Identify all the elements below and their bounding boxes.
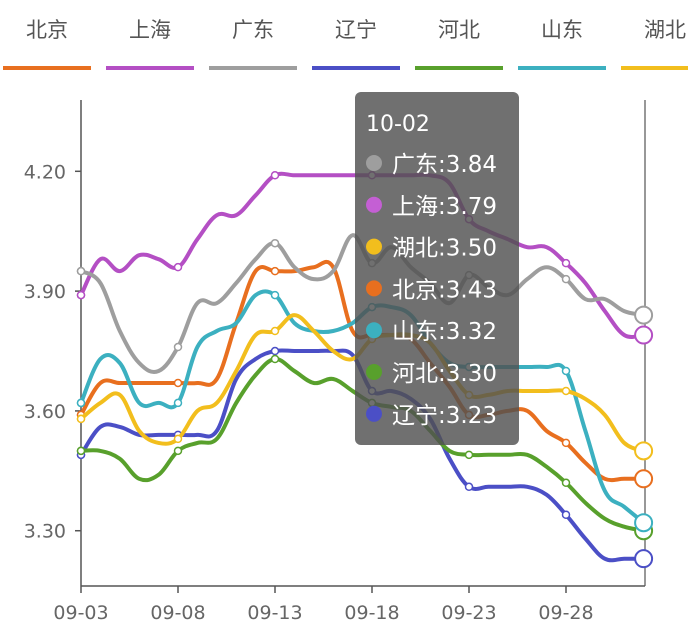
- legend-swatch: [415, 66, 503, 70]
- tooltip-marker: [366, 155, 382, 171]
- legend-item-label[interactable]: 上海: [129, 18, 171, 42]
- legend-item-label[interactable]: 山东: [541, 18, 583, 42]
- legend-item-label[interactable]: 辽宁: [335, 18, 377, 42]
- legend-item-label[interactable]: 湖北: [644, 18, 686, 42]
- legend-swatch: [106, 66, 194, 70]
- data-point[interactable]: [270, 346, 280, 356]
- data-point[interactable]: [561, 510, 571, 520]
- tooltip-item-label: 河北:3.30: [392, 361, 497, 387]
- tooltip-item-label: 北京:3.43: [392, 277, 497, 303]
- legend-item-label[interactable]: 北京: [26, 18, 68, 42]
- tooltip-item-label: 山东:3.32: [392, 319, 497, 345]
- data-point[interactable]: [173, 342, 183, 352]
- x-tick-label: 09-13: [247, 602, 302, 623]
- data-point[interactable]: [270, 326, 280, 336]
- tooltip-marker: [366, 322, 382, 339]
- data-point[interactable]: [561, 438, 571, 448]
- data-point[interactable]: [173, 446, 183, 456]
- data-point[interactable]: [76, 398, 86, 408]
- y-tick-label: 3.60: [24, 401, 66, 423]
- legend-item-label[interactable]: 河北: [438, 18, 480, 42]
- y-tick-label: 3.30: [24, 521, 66, 543]
- data-point[interactable]: [173, 398, 183, 408]
- highlighted-point[interactable]: [634, 513, 654, 533]
- data-point[interactable]: [76, 290, 86, 300]
- x-tick-label: 09-08: [150, 602, 205, 623]
- tooltip-background: [355, 92, 519, 445]
- tooltip-title: 10-02: [366, 112, 430, 137]
- legend-swatch: [3, 66, 91, 70]
- data-point[interactable]: [76, 414, 86, 424]
- data-point[interactable]: [76, 446, 86, 456]
- x-tick-label: 09-28: [538, 602, 593, 623]
- y-tick-label: 4.20: [24, 161, 66, 183]
- x-tick-group: 09-03 09-08 09-13 09-18 09-23 09-28: [53, 586, 594, 623]
- data-point[interactable]: [270, 171, 280, 180]
- data-point[interactable]: [561, 274, 571, 284]
- data-point[interactable]: [561, 386, 571, 396]
- data-point[interactable]: [76, 266, 86, 276]
- legend-swatch: [621, 66, 688, 70]
- legend-swatch: [312, 66, 400, 70]
- data-point[interactable]: [561, 258, 571, 268]
- data-point[interactable]: [270, 238, 280, 248]
- tooltip-marker: [366, 238, 382, 255]
- legend-swatch: [209, 66, 297, 70]
- tooltip-item-label: 上海:3.79: [392, 194, 497, 220]
- highlighted-point[interactable]: [634, 305, 654, 325]
- legend-swatch: [518, 66, 606, 70]
- x-tick-label: 09-23: [441, 602, 496, 623]
- data-point[interactable]: [561, 366, 571, 376]
- highlighted-point[interactable]: [634, 325, 654, 345]
- data-point[interactable]: [173, 262, 183, 272]
- y-tick-label: 3.90: [24, 281, 66, 303]
- data-point[interactable]: [173, 434, 183, 444]
- data-point[interactable]: [464, 482, 474, 492]
- data-point[interactable]: [270, 266, 280, 276]
- x-tick-label: 09-03: [53, 602, 108, 623]
- y-tick-group: 3.30 3.60 3.90 4.20: [24, 161, 81, 543]
- tooltip-items: 广东:3.84 上海:3.79 湖北:3.50 北京:3.43 山东:3.32 河北:3.…: [366, 152, 497, 429]
- highlighted-point[interactable]: [634, 441, 654, 461]
- legend-item-label[interactable]: 广东: [232, 18, 274, 42]
- highlighted-point[interactable]: [634, 549, 654, 569]
- data-point[interactable]: [270, 354, 280, 364]
- highlighted-point[interactable]: [634, 469, 654, 489]
- tooltip: 10-02 广东:3.84 上海:3.79 湖北:3.50 北京:3.43 山东:3.3…: [355, 92, 519, 445]
- data-point[interactable]: [561, 478, 571, 488]
- tooltip-item-label: 广东:3.84: [392, 152, 497, 178]
- tooltip-marker: [366, 280, 382, 297]
- tooltip-item-label: 辽宁:3.23: [392, 403, 497, 429]
- data-point[interactable]: [173, 378, 183, 388]
- tooltip-marker: [366, 364, 382, 380]
- legend: 北京 上海 广东 辽宁 河北 山东 湖北: [3, 18, 688, 70]
- x-tick-label: 09-18: [344, 602, 399, 623]
- tooltip-item-label: 湖北:3.50: [392, 236, 497, 262]
- data-point[interactable]: [270, 290, 280, 300]
- tooltip-marker: [366, 405, 382, 422]
- data-point[interactable]: [464, 450, 474, 460]
- tooltip-marker: [366, 196, 382, 213]
